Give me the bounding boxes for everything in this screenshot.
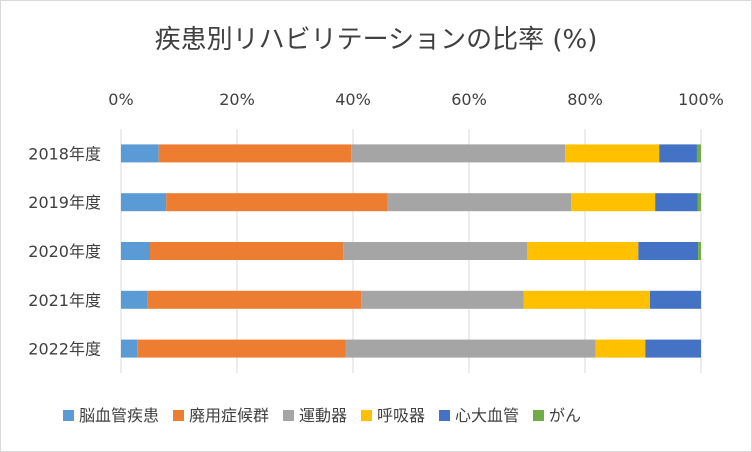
legend-swatch xyxy=(439,410,450,421)
legend-label: がん xyxy=(549,406,581,425)
category-label: 2019年度 xyxy=(28,193,101,212)
category-label: 2020年度 xyxy=(28,242,101,261)
bar-segment xyxy=(696,144,701,163)
x-tick-label: 40% xyxy=(335,90,371,109)
bar-segment xyxy=(698,242,701,260)
x-tick-label: 80% xyxy=(567,90,603,109)
legend-label: 運動器 xyxy=(299,406,347,425)
bar-segment xyxy=(523,290,650,309)
legend-swatch xyxy=(63,410,74,421)
bar-segment xyxy=(166,193,388,212)
bar-segment xyxy=(649,290,701,309)
bar-segment xyxy=(697,193,701,212)
bar-segment xyxy=(121,242,150,260)
legend-label: 廃用症候群 xyxy=(189,406,269,425)
bar-segment xyxy=(655,193,698,212)
bar-segment xyxy=(361,290,524,309)
legend-label: 脳血管疾患 xyxy=(79,406,159,425)
legend-label: 呼吸器 xyxy=(377,406,425,425)
bar-segment xyxy=(351,144,566,163)
legend-swatch xyxy=(283,410,294,421)
bar-segment xyxy=(150,242,344,260)
chart-title: 疾患別リハビリテーションの比率 (%) xyxy=(154,25,598,55)
bar-segment xyxy=(659,144,697,163)
bar-segment xyxy=(158,144,352,163)
legend-label: 心大血管 xyxy=(455,406,519,425)
bar-segment xyxy=(343,242,527,260)
x-tick-label: 20% xyxy=(219,90,255,109)
bar-segment xyxy=(121,144,159,163)
bar-segment xyxy=(387,193,572,212)
x-tick-label: 0% xyxy=(108,90,133,109)
x-tick-label: 100% xyxy=(678,90,724,109)
bar-segment xyxy=(137,339,346,358)
bar-segment xyxy=(638,242,699,260)
bar-segment xyxy=(571,193,656,212)
bar-segment xyxy=(121,193,167,212)
bar-segment xyxy=(147,290,362,309)
legend-swatch xyxy=(173,410,184,421)
bar-segment xyxy=(121,290,148,309)
category-label: 2021年度 xyxy=(28,291,101,310)
category-label: 2022年度 xyxy=(28,340,101,359)
x-tick-label: 60% xyxy=(451,90,487,109)
bar-segment xyxy=(645,339,701,358)
bar-segment xyxy=(345,339,596,358)
bar-segment xyxy=(121,339,138,358)
legend-swatch xyxy=(361,410,372,421)
category-label: 2018年度 xyxy=(28,144,101,163)
legend-swatch xyxy=(533,410,544,421)
bar-segment xyxy=(595,339,646,358)
bar-segment xyxy=(565,144,660,163)
bar-segment xyxy=(527,242,639,260)
